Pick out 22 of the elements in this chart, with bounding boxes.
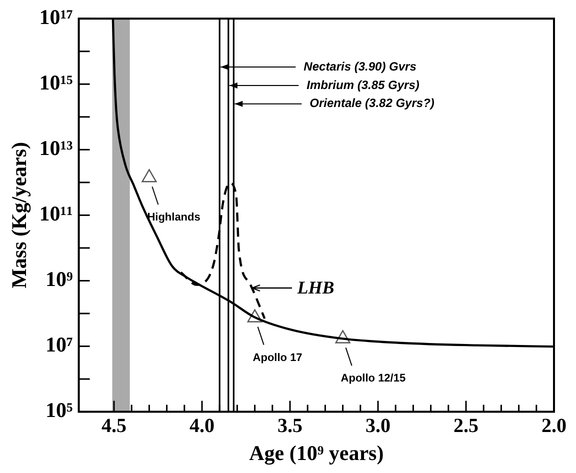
annotation: Highlands [147,212,200,224]
y-tick-label: 10⁵ [45,398,73,422]
x-tick-label: 4.0 [189,414,214,437]
ref-line-label: Imbrium (3.85 Gyrs) [306,78,420,92]
annotation: Apollo 17 [252,352,302,364]
ref-line-label: Nectaris (3.90) Gvrs [304,59,417,74]
ref-line-label: Orientale (3.82 Gyrs?) [310,96,434,110]
y-tick-label: 10⁹ [45,267,73,292]
y-tick-label: 10⁷ [45,332,73,357]
x-tick-label: 2.5 [454,414,478,437]
x-tick-label: 3.0 [365,414,390,437]
annotation: LHB [296,278,334,298]
y-tick-label: 10¹¹ [39,202,73,226]
annotation: Apollo 12/15 [340,372,406,385]
y-tick-label: 10¹³ [39,136,73,160]
y-axis-title: Mass (Kg/years) [7,142,32,288]
x-tick-label: 2.0 [542,414,566,437]
x-tick-label: 3.5 [277,414,302,437]
y-tick-label: 10¹⁵ [39,70,73,95]
x-axis-title: Age (10⁹ years) [249,440,384,465]
y-tick-label: 10¹⁷ [39,5,73,30]
x-tick-label: 4.5 [101,414,126,437]
